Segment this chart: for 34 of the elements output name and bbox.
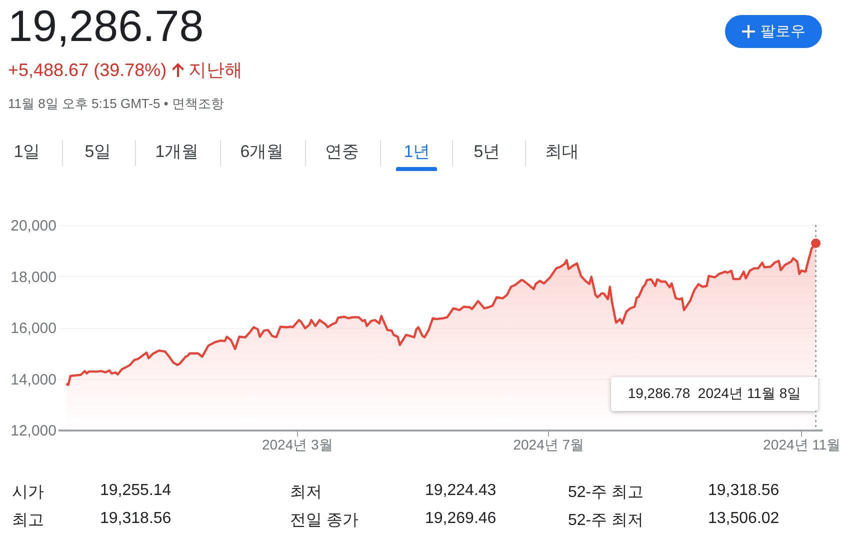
text: 19,318.56 (100, 510, 172, 528)
text: 19,255.14 (100, 482, 172, 500)
y-tick-label: 20,000 (10, 218, 56, 234)
text: 52-주 최저 (568, 511, 644, 531)
text: 1일 (14, 141, 40, 163)
chart-title: 19,286.78 (8, 2, 204, 52)
text: 1년 (404, 141, 430, 163)
text: 팔로우 (760, 22, 806, 41)
text: 5일 (84, 141, 112, 163)
x-tick-label: 2024년 11월 (763, 436, 841, 452)
text: 11월 8일 오후 5:15 GMT-5 • 면책조항 (8, 95, 224, 113)
chart-subtitle: +5,488.67 (39.78%) (8, 60, 167, 80)
text: 5년 (474, 141, 500, 163)
text: 최대 (545, 141, 579, 163)
text: 전일 종가 (290, 511, 358, 531)
y-tick-label: 18,000 (10, 268, 56, 286)
tooltip-card: 19,286.78 2024년 11월 8일 (611, 377, 818, 411)
y-tick-label: 14,000 (10, 371, 56, 388)
y-tick-label: 16,000 (10, 320, 56, 337)
text: 1개월 (155, 141, 199, 163)
text: 52-주 최고 (568, 483, 644, 503)
text: 19,318.56 (708, 482, 780, 500)
text: 시가 (12, 483, 44, 503)
x-tick-label: 2024년 7월 (513, 436, 584, 452)
y-tick-label: 12,000 (10, 422, 56, 440)
text: 6개월 (240, 141, 284, 163)
text: 13,506.02 (708, 510, 780, 528)
x-tick-label: 2024년 3월 (262, 436, 333, 452)
text: 19,224.43 (425, 482, 496, 500)
text: 연중 (325, 141, 359, 163)
text: 최고 (12, 511, 44, 531)
text: 19,269.46 (425, 510, 496, 528)
text: 최저 (290, 483, 322, 503)
text: 지난해 (188, 59, 243, 82)
